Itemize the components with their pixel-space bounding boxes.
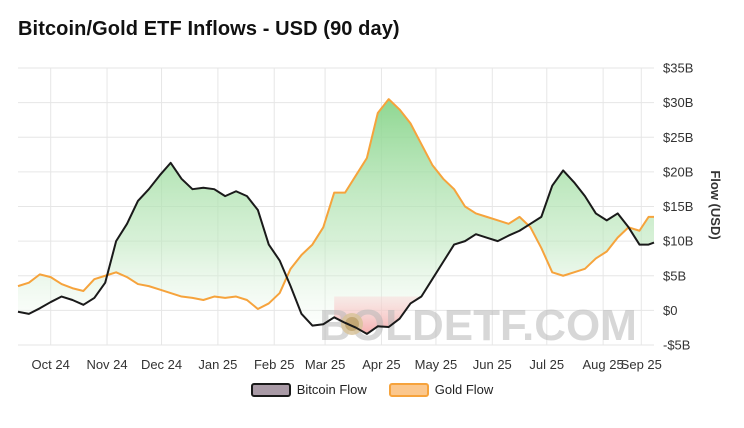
y-axis-title: Flow (USD) [708, 170, 723, 239]
area-fill [18, 99, 654, 334]
x-tick-label: Dec 24 [141, 357, 182, 372]
legend-item-bitcoin[interactable]: Bitcoin Flow [250, 382, 367, 397]
watermark-text: BOLDETF.COM [319, 301, 637, 350]
legend-label-gold: Gold Flow [434, 382, 494, 397]
y-tick-label: -$5B [663, 338, 690, 353]
x-tick-label: May 25 [415, 357, 458, 372]
legend-label-bitcoin: Bitcoin Flow [296, 382, 367, 397]
y-tick-label: $30B [663, 95, 693, 110]
y-tick-label: $25B [663, 130, 693, 145]
gold-flow-line [17, 98, 654, 310]
legend-item-gold[interactable]: Gold Flow [388, 382, 494, 397]
chart-svg: BOLDETF.COM -$5B $0 $5B $10B $15B $20B $25B $30… [17, 61, 723, 372]
x-tick-label: Jun 25 [473, 357, 512, 372]
x-tick-label: Feb 25 [254, 357, 294, 372]
bitcoin-flow-line [17, 161, 655, 335]
y-tick-label: $0 [663, 303, 677, 318]
x-tick-label: Oct 24 [32, 357, 70, 372]
y-tick-label: $15B [663, 199, 693, 214]
gold-swatch [388, 382, 429, 397]
y-tick-label: $20B [663, 164, 693, 179]
legend: Bitcoin Flow Gold Flow [0, 382, 744, 397]
bitcoin-coin-icon [341, 313, 363, 335]
y-tick-label: $35B [663, 61, 693, 76]
x-tick-label: Jul 25 [529, 357, 564, 372]
y-tick-label: $5B [663, 268, 686, 283]
series-lines [17, 98, 655, 335]
x-tick-label: Nov 24 [86, 357, 127, 372]
bitcoin-swatch [250, 382, 291, 397]
y-axis: -$5B $0 $5B $10B $15B $20B $25B $30B $35B [663, 61, 693, 353]
x-tick-label: Jan 25 [198, 357, 237, 372]
x-tick-label: Aug 25 [583, 357, 624, 372]
gold-above-bitcoin-fill [18, 99, 654, 334]
x-axis: Oct 24 Nov 24 Dec 24 Jan 25 Feb 25 Mar 25 Apr … [32, 357, 662, 372]
x-tick-label: Apr 25 [362, 357, 400, 372]
x-tick-label: Sep 25 [621, 357, 662, 372]
y-tick-label: $10B [663, 234, 693, 249]
x-tick-label: Mar 25 [305, 357, 345, 372]
chart-title: Bitcoin/Gold ETF Inflows - USD (90 day) [18, 18, 400, 40]
